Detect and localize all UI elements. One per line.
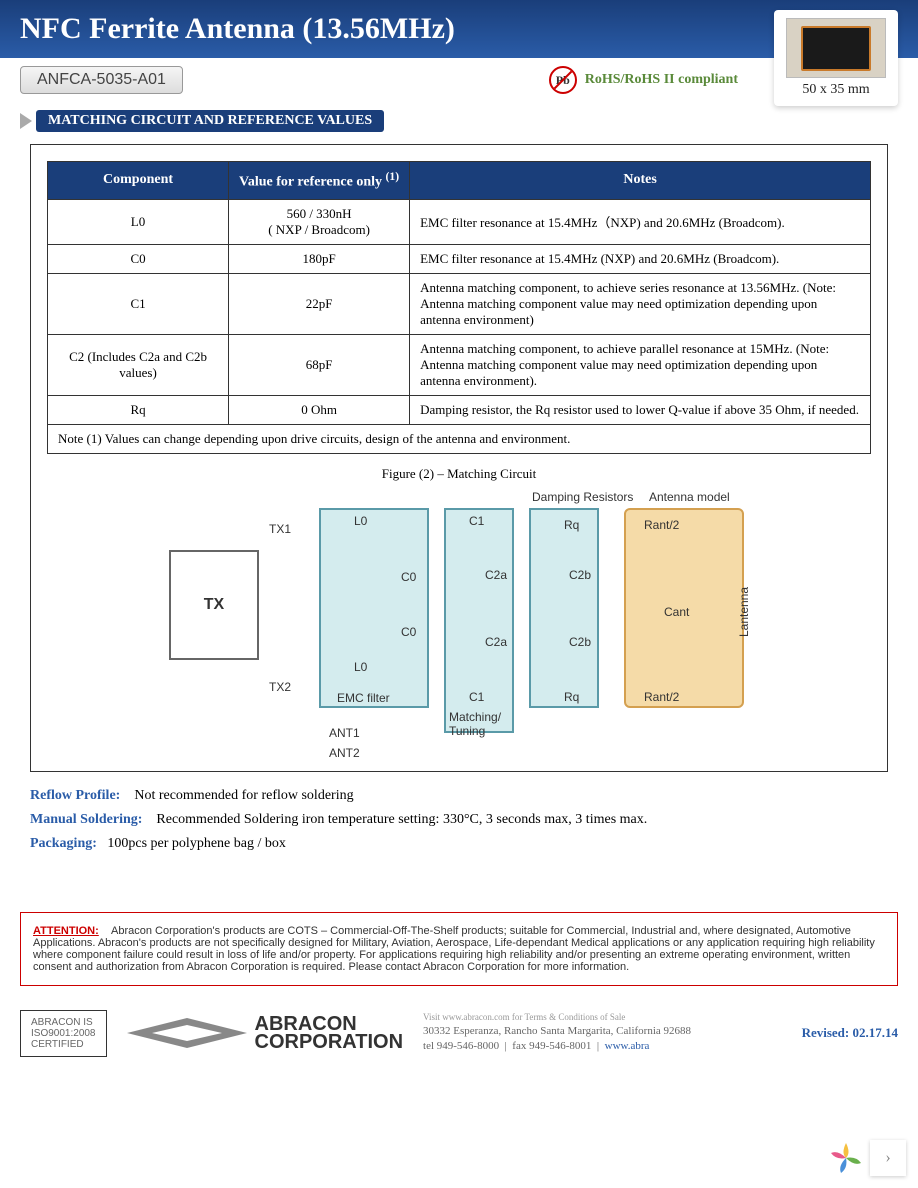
soldering-info: Manual Soldering: Recommended Soldering … <box>30 812 888 828</box>
label-cant: Cant <box>664 605 689 619</box>
cell-component: C2 (Includes C2a and C2b values) <box>48 334 229 395</box>
cell-component: C1 <box>48 273 229 334</box>
cell-value: 22pF <box>229 273 410 334</box>
figure-caption: Figure (2) – Matching Circuit <box>47 466 871 482</box>
reflow-label: Reflow Profile: <box>30 788 120 803</box>
section-header: MATCHING CIRCUIT AND REFERENCE VALUES <box>20 110 898 132</box>
antenna-inner <box>801 26 871 71</box>
label-c1-bot: C1 <box>469 690 484 704</box>
label-l0-top: L0 <box>354 514 367 528</box>
label-c2a-1: C2a <box>485 568 507 582</box>
cell-value: 180pF <box>229 244 410 273</box>
cell-value: 68pF <box>229 334 410 395</box>
antenna-image <box>786 18 886 78</box>
footer-contact: Visit www.abracon.com for Terms & Condit… <box>423 1011 691 1054</box>
company-logo: ABRACON CORPORATION <box>127 1013 404 1053</box>
product-badge: 50 x 35 mm <box>774 10 898 106</box>
revised-date: Revised: 02.17.14 <box>802 1025 898 1041</box>
table-row: C0 180pF EMC filter resonance at 15.4MHz… <box>48 244 871 273</box>
label-rq-top: Rq <box>564 518 579 532</box>
table-footnote: Note (1) Values can change depending upo… <box>48 424 871 453</box>
label-damping: Damping Resistors <box>532 490 633 504</box>
logo-icon <box>127 1013 247 1053</box>
label-matching: Matching/ Tuning <box>449 710 509 738</box>
tx-box: TX <box>169 550 259 660</box>
label-rant-top: Rant/2 <box>644 518 679 532</box>
label-c2b-1: C2b <box>569 568 591 582</box>
attention-box: ATTENTION: Abracon Corporation's product… <box>20 912 898 986</box>
compliance-badges: Pb RoHS/RoHS II compliant <box>549 66 738 94</box>
attention-text: Abracon Corporation's products are COTS … <box>33 925 875 973</box>
table-row: Rq 0 Ohm Damping resistor, the Rq resist… <box>48 395 871 424</box>
label-antenna: Antenna model <box>649 490 730 504</box>
logo-text: ABRACON CORPORATION <box>255 1015 404 1051</box>
emc-filter-box <box>319 508 429 708</box>
table-header-row: Component Value for reference only (1) N… <box>48 162 871 200</box>
label-c2a-2: C2a <box>485 635 507 649</box>
packaging-info: Packaging: 100pcs per polyphene bag / bo… <box>30 836 888 852</box>
table-row: L0 560 / 330nH( NXP / Broadcom) EMC filt… <box>48 199 871 244</box>
table-row: C1 22pF Antenna matching component, to a… <box>48 273 871 334</box>
soldering-text: Recommended Soldering iron temperature s… <box>156 812 647 827</box>
label-rant-bot: Rant/2 <box>644 690 679 704</box>
table-footnote-row: Note (1) Values can change depending upo… <box>48 424 871 453</box>
cell-component: C0 <box>48 244 229 273</box>
label-c0-top: C0 <box>401 570 416 584</box>
circuit-diagram: TX TX1 TX2 EMC filter L0 L0 C0 C0 C1 C1 … <box>169 490 749 755</box>
product-dimensions: 50 x 35 mm <box>786 82 886 98</box>
section-title: MATCHING CIRCUIT AND REFERENCE VALUES <box>36 110 384 132</box>
attention-label: ATTENTION: <box>33 925 99 937</box>
label-c0-bot: C0 <box>401 625 416 639</box>
matching-table: Component Value for reference only (1) N… <box>47 161 871 454</box>
label-l0-bot: L0 <box>354 660 367 674</box>
th-component: Component <box>48 162 229 200</box>
label-emc: EMC filter <box>337 691 390 705</box>
cell-notes: Damping resistor, the Rq resistor used t… <box>410 395 871 424</box>
next-page-button[interactable]: › <box>870 1140 906 1176</box>
iso-cert-box: ABRACON IS ISO9001:2008 CERTIFIED <box>20 1010 107 1057</box>
label-tx2: TX2 <box>269 680 291 694</box>
table-row: C2 (Includes C2a and C2b values) 68pF An… <box>48 334 871 395</box>
packaging-label: Packaging: <box>30 836 97 851</box>
label-lantenna: Lantenna <box>737 587 751 637</box>
cell-component: Rq <box>48 395 229 424</box>
label-c2b-2: C2b <box>569 635 591 649</box>
cell-notes: EMC filter resonance at 15.4MHz (NXP) an… <box>410 244 871 273</box>
packaging-text: 100pcs per polyphene bag / box <box>107 836 285 851</box>
reflow-text: Not recommended for reflow soldering <box>134 788 353 803</box>
cell-notes: EMC filter resonance at 15.4MHz（NXP) and… <box>410 199 871 244</box>
label-ant2: ANT2 <box>329 746 360 760</box>
cell-notes: Antenna matching component, to achieve p… <box>410 334 871 395</box>
label-tx1: TX1 <box>269 522 291 536</box>
cell-value: 0 Ohm <box>229 395 410 424</box>
section-triangle-icon <box>20 113 32 129</box>
rohs-text: RoHS/RoHS II compliant <box>585 72 738 88</box>
soldering-label: Manual Soldering: <box>30 812 142 827</box>
part-number: ANFCA-5035-A01 <box>20 66 183 94</box>
page-title: NFC Ferrite Antenna (13.56MHz) <box>20 12 455 46</box>
th-notes: Notes <box>410 162 871 200</box>
label-c1-top: C1 <box>469 514 484 528</box>
label-ant1: ANT1 <box>329 726 360 740</box>
decorative-icon <box>826 1138 866 1178</box>
content-box: Component Value for reference only (1) N… <box>30 144 888 772</box>
label-rq-bot: Rq <box>564 690 579 704</box>
cell-notes: Antenna matching component, to achieve s… <box>410 273 871 334</box>
th-value: Value for reference only (1) <box>229 162 410 200</box>
cell-component: L0 <box>48 199 229 244</box>
reflow-info: Reflow Profile: Not recommended for refl… <box>30 788 888 804</box>
cell-value: 560 / 330nH( NXP / Broadcom) <box>229 199 410 244</box>
pb-free-icon: Pb <box>549 66 577 94</box>
page-footer: ABRACON IS ISO9001:2008 CERTIFIED ABRACO… <box>0 1002 918 1065</box>
damping-box <box>529 508 599 708</box>
